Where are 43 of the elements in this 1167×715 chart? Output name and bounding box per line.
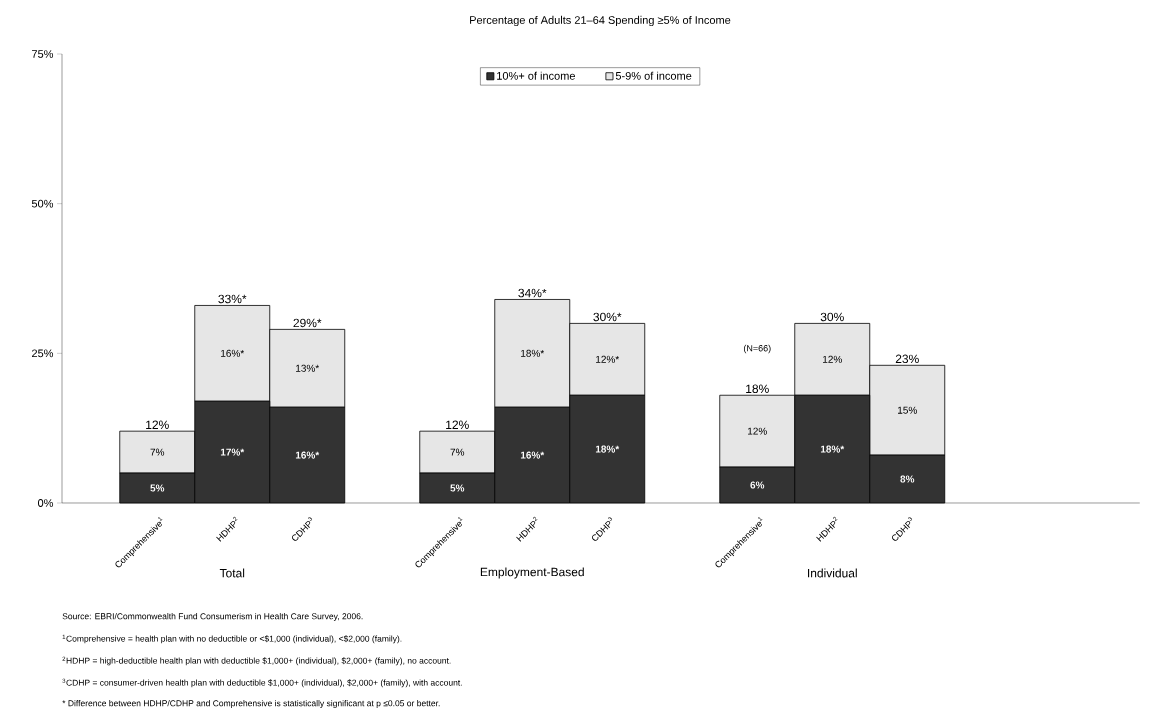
text: * Difference between HDHP/CDHP and Comprehensive is statistically significant at p ≤0.05 or better. <box>62 700 440 708</box>
data-label: 6% <box>750 481 765 489</box>
data-label: 17%* <box>220 448 245 456</box>
legend-label: 10%+ of income <box>497 71 575 80</box>
data-label: 7% <box>150 448 165 456</box>
text: Employment-Based <box>480 567 584 579</box>
data-label: 12% <box>748 427 767 435</box>
y-tick-label: 50% <box>31 199 54 208</box>
legend-label: 5-9% of income <box>615 71 692 80</box>
y-tick-label: 0% <box>37 499 54 507</box>
total-label: 12% <box>146 420 169 429</box>
total-label: 12% <box>446 420 469 429</box>
y-tick-label: 25% <box>32 349 54 358</box>
data-label: 16%* <box>295 451 320 459</box>
total-label: 30% <box>820 312 844 322</box>
total-label: 29%* <box>293 318 322 328</box>
text: Total <box>219 568 245 578</box>
text: Individual <box>808 568 857 578</box>
data-label: 18%* <box>595 445 620 453</box>
data-label: 8% <box>900 475 915 483</box>
y-tick-label: 75% <box>32 50 54 58</box>
text: $^{3}$CDHP = consumer-driven health plan with deductible $1,000+ (individual), $2,000+ (family), with account. <box>62 678 462 688</box>
data-label: 18%* <box>521 349 545 357</box>
data-label: 5% <box>150 484 165 492</box>
text: $^{1}$Comprehensive = health plan with no deductible or <$1,000 (individual), <$2,000 (family). <box>62 634 402 644</box>
total-label: 23% <box>895 354 919 364</box>
text: $^{2}$HDHP = high-deductible health plan with deductible $1,000+ (individual), $2,000+ (family), no account. <box>62 656 451 666</box>
annotation: (N=66) <box>743 344 771 354</box>
data-label: 12% <box>823 355 842 363</box>
data-label: 5% <box>450 484 465 492</box>
total-label: 34%* <box>518 288 547 298</box>
total-label: 30%* <box>593 312 622 322</box>
data-label: 16%* <box>221 349 245 357</box>
data-label: 16%* <box>520 451 545 459</box>
source-note: Source: EBRI/Commonwealth Fund Consumerism in Health Care Survey, 2006. <box>62 613 363 621</box>
data-label: 15% <box>898 406 917 414</box>
total-label: 18% <box>746 384 769 394</box>
data-label: 13%* <box>296 364 320 372</box>
data-label: 7% <box>450 448 465 456</box>
chart-title: Percentage of Adults 21–64 Spending ≥5% of Income <box>470 15 731 27</box>
data-label: 12%* <box>596 355 620 363</box>
data-label: 18%* <box>820 445 845 453</box>
total-label: 33%* <box>218 294 247 304</box>
